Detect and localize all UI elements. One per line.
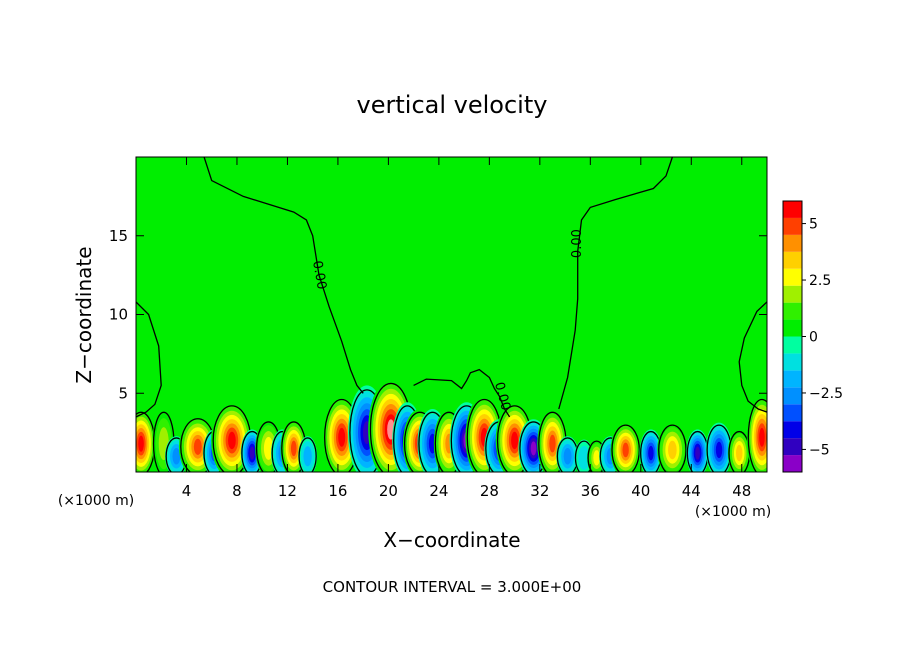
- contour-labels: 0.00 0.00 0.00: [309, 229, 585, 412]
- x-axis-ticks: 4 8 12 16 20 24 28 32 36 40 44 48: [182, 157, 751, 500]
- colorbar-band: [783, 201, 802, 218]
- y-axis-ticks: 5 10 15: [109, 227, 767, 402]
- x-tick-label: 40: [631, 482, 650, 500]
- zero-contour-line: [203, 157, 364, 394]
- x-tick-label: 28: [480, 482, 499, 500]
- x-unit-left: (×1000 m): [58, 493, 134, 509]
- x-tick-label: 32: [530, 482, 549, 500]
- velocity-cell: [138, 435, 144, 452]
- contour-label: 0.00: [570, 229, 585, 258]
- velocity-cell: [563, 447, 572, 465]
- velocity-cell: [530, 441, 537, 456]
- colorbar-tick-label: 2.5: [809, 273, 831, 289]
- cell-contour: [658, 424, 687, 472]
- contour-interval-note: CONTOUR INTERVAL = 3.000E+00: [323, 578, 582, 596]
- colorbar-tick-label: −5: [809, 442, 830, 458]
- velocity-cell: [303, 446, 312, 467]
- velocity-cell: [172, 447, 181, 465]
- cell-contour: [747, 398, 767, 472]
- velocity-cell: [338, 427, 346, 447]
- velocity-cell: [193, 438, 202, 455]
- colorbar-band: [783, 438, 802, 456]
- x-tick-label: 44: [682, 482, 701, 500]
- zero-contour-line: [136, 301, 162, 418]
- colorbar-band: [783, 370, 802, 388]
- x-tick-label: 8: [232, 482, 242, 500]
- velocity-cell: [715, 441, 723, 459]
- colorbar-band: [783, 251, 802, 269]
- colorbar-tick-label: −2.5: [809, 386, 843, 402]
- colorbar-tick-label: 0: [809, 330, 818, 346]
- zero-contours: [136, 157, 767, 418]
- velocity-cell: [228, 431, 236, 450]
- x-tick-label: 4: [182, 482, 192, 500]
- colorbar-band: [783, 217, 802, 235]
- velocity-cell: [735, 444, 743, 462]
- zero-contour-line: [738, 301, 767, 413]
- colorbar-band: [783, 319, 802, 337]
- contour-plot-area: 0.00 0.00 0.00: [135, 156, 768, 473]
- velocity-cell: [759, 427, 765, 447]
- colorbar: 5 2.5 0 −2.5 −5: [782, 200, 843, 473]
- colorbar-band: [783, 404, 802, 422]
- x-tick-label: 36: [581, 482, 600, 500]
- velocity-cell: [511, 431, 519, 450]
- colorbar-band: [783, 455, 802, 472]
- x-unit-right: (×1000 m): [695, 504, 771, 520]
- velocity-cell: [290, 440, 297, 457]
- velocity-cell: [593, 450, 600, 466]
- cell-contour: [611, 424, 640, 472]
- zero-contour-line: [558, 157, 674, 410]
- velocity-cell: [263, 436, 274, 460]
- y-tick-label: 5: [118, 384, 128, 402]
- x-tick-label: 20: [379, 482, 398, 500]
- y-tick-label: 10: [109, 306, 128, 324]
- velocity-field: [136, 378, 767, 472]
- zero-contour-line: [413, 368, 511, 418]
- velocity-cell: [249, 446, 255, 460]
- colorbar-tick-label: 5: [809, 217, 818, 233]
- colorbar-band: [783, 268, 802, 286]
- colorbar-band: [783, 353, 802, 371]
- contour-label: 0.00: [491, 380, 513, 412]
- x-tick-label: 16: [328, 482, 347, 500]
- colorbar-band: [783, 302, 802, 320]
- contour-label: 0.00: [309, 260, 329, 291]
- cell-contour: [298, 437, 317, 472]
- velocity-cell: [549, 434, 556, 453]
- colorbar-band: [783, 421, 802, 439]
- velocity-cell: [648, 445, 654, 461]
- x-tick-label: 48: [732, 482, 751, 500]
- x-tick-label: 12: [278, 482, 297, 500]
- y-tick-label: 15: [109, 227, 128, 245]
- velocity-cell: [668, 440, 677, 460]
- velocity-cell: [695, 446, 700, 460]
- x-tick-label: 24: [429, 482, 448, 500]
- velocity-cell: [622, 442, 629, 458]
- colorbar-band: [783, 387, 802, 405]
- y-axis-label: Z−coordinate: [72, 246, 96, 383]
- colorbar-band: [783, 336, 802, 354]
- x-axis-label: X−coordinate: [383, 528, 520, 552]
- colorbar-band: [783, 234, 802, 252]
- colorbar-band: [783, 285, 802, 303]
- chart-title: vertical velocity: [357, 91, 548, 119]
- velocity-cell: [578, 445, 590, 470]
